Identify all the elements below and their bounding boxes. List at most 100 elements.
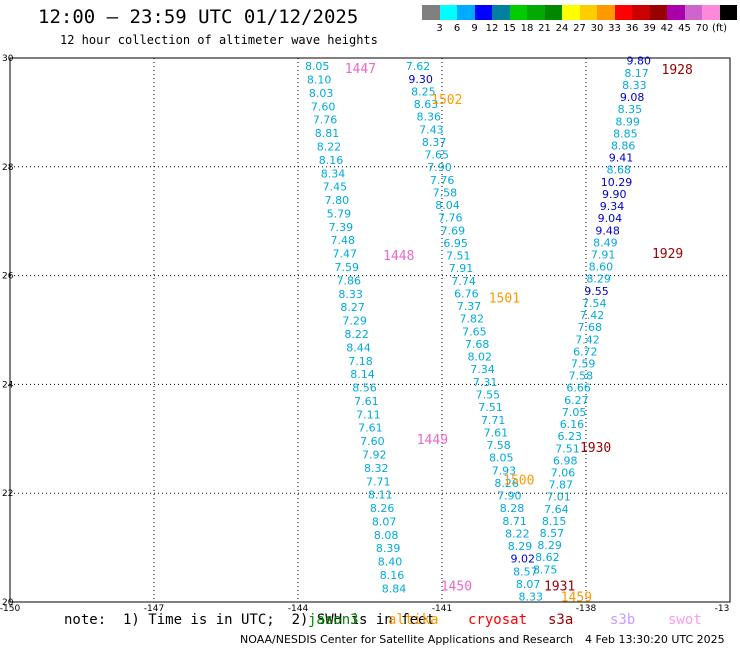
colorbar-swatch: [544, 5, 562, 20]
pass-label: 1502: [431, 93, 462, 108]
y-tick-label: 24: [2, 380, 14, 390]
wave-height-value: 5.79: [327, 207, 352, 220]
mission-swot: swot: [668, 612, 702, 628]
wave-height-value: 8.10: [307, 74, 332, 87]
wave-height-value: 8.44: [346, 341, 371, 354]
wave-height-value: 9.02: [510, 553, 535, 566]
colorbar-swatch: [702, 5, 720, 20]
colorbar-swatch: [457, 5, 475, 20]
colorbar-label: 70: [695, 23, 709, 34]
wave-height-value: 7.60: [360, 435, 385, 448]
footer-credit: NOAA/NESDIS Center for Satellite Applica…: [240, 633, 574, 646]
mission-s3a: s3a: [548, 612, 574, 628]
colorbar-swatch: [632, 5, 650, 20]
wave-height-value: 7.43: [419, 123, 444, 136]
wave-height-value: 8.32: [364, 462, 389, 475]
colorbar-label: 9: [471, 23, 478, 34]
colorbar-swatch: [562, 5, 580, 20]
wave-height-value: 7.71: [366, 475, 391, 488]
wave-height-value: 8.33: [519, 591, 544, 604]
wave-height-value: 8.81: [315, 127, 340, 140]
wave-height-value: 8.56: [352, 382, 377, 395]
wave-height-value: 7.05: [562, 406, 587, 419]
wave-height-value: 8.49: [593, 236, 618, 249]
wave-height-value: 8.63: [414, 98, 439, 111]
wave-height-value: 8.36: [416, 111, 441, 124]
wave-height-value: 7.54: [582, 297, 607, 310]
mission-jason3: jason3: [308, 612, 359, 628]
pass-label: 1500: [503, 474, 534, 489]
wave-height-value: 8.85: [613, 127, 638, 140]
wave-height-value: 8.04: [435, 199, 460, 212]
colorbar-label: 36: [625, 23, 639, 34]
pass-label: 1928: [662, 63, 693, 78]
wave-height-value: 7.58: [433, 186, 458, 199]
wave-height-value: 8.22: [505, 527, 530, 540]
wave-height-value: 8.84: [382, 582, 407, 595]
x-tick-label: -150: [0, 604, 20, 614]
wave-height-value: 7.48: [331, 234, 356, 247]
wave-height-value: 8.39: [376, 542, 401, 555]
wave-height-value: 7.76: [430, 174, 455, 187]
wave-height-value: 8.16: [380, 569, 405, 582]
pass-label: 1929: [652, 247, 683, 262]
wave-height-value: 8.02: [468, 351, 493, 364]
wave-height-value: 6.16: [560, 418, 585, 431]
wave-height-value: 7.58: [486, 439, 511, 452]
colorbar-label: 3: [436, 23, 443, 34]
pass-label: 1447: [345, 62, 376, 77]
colorbar-swatch: [422, 5, 440, 20]
colorbar-swatch: [614, 5, 632, 20]
wave-height-value: 6.95: [443, 237, 468, 250]
colorbar-swatch: [509, 5, 527, 20]
wave-height-value: 7.39: [329, 221, 354, 234]
x-tick-label: -144: [288, 604, 309, 614]
wave-height-value: 9.41: [609, 152, 634, 165]
wave-height-value: 7.93: [492, 464, 517, 477]
footer-note: note: 1) Time is in UTC; 2) SWH is in fe…: [64, 612, 435, 628]
pass-label: 1450: [441, 580, 472, 595]
colorbar-swatch: [597, 5, 615, 20]
wave-height-value: 7.59: [334, 261, 359, 274]
wave-height-value: 7.74: [451, 275, 476, 288]
wave-height-value: 7.90: [497, 490, 522, 503]
wave-height-value: 8.75: [533, 563, 558, 576]
wave-height-value: 7.71: [481, 414, 506, 427]
wave-height-value: 7.51: [446, 250, 471, 263]
wave-height-value: 6.27: [564, 394, 589, 407]
wave-height-value: 9.55: [584, 285, 609, 298]
wave-height-value: 6.23: [557, 430, 582, 443]
wave-height-value: 8.27: [340, 301, 365, 314]
wave-height-value: 8.57: [513, 565, 538, 578]
wave-height-value: 7.87: [549, 479, 574, 492]
wave-height-value: 7.34: [470, 363, 495, 376]
wave-height-value: 9.34: [600, 200, 625, 213]
colorbar-swatch: [684, 5, 702, 20]
wave-height-value: 6.76: [454, 287, 479, 300]
colorbar-label: 45: [678, 23, 691, 34]
colorbar-swatch: [579, 5, 597, 20]
wave-height-value: 7.90: [427, 161, 452, 174]
wave-height-value: 9.90: [602, 188, 627, 201]
wave-height-value: 8.15: [542, 515, 567, 528]
wave-height-value: 8.22: [317, 141, 342, 154]
wave-height-value: 7.68: [465, 338, 490, 351]
wave-height-value: 9.30: [408, 73, 433, 86]
wave-height-value: 8.60: [589, 261, 614, 274]
wave-height-value: 8.57: [540, 527, 565, 540]
wave-height-value: 7.62: [406, 60, 431, 73]
wave-height-value: 7.59: [571, 357, 596, 370]
wave-height-value: 8.29: [508, 540, 533, 553]
map-subtitle: 12 hour collection of altimeter wave hei…: [60, 33, 378, 47]
colorbar-label: (ft): [711, 23, 728, 34]
wave-height-value: 7.01: [546, 491, 571, 504]
wave-height-value: 7.76: [438, 212, 463, 225]
colorbar-label: 18: [520, 23, 534, 34]
x-tick-label: -13: [715, 604, 730, 614]
wave-height-value: 7.42: [575, 333, 600, 346]
wave-height-value: 8.05: [305, 60, 330, 73]
wave-height-value: 8.71: [502, 515, 527, 528]
wave-height-value: 8.37: [422, 136, 447, 149]
pass-label: 1930: [580, 441, 611, 456]
